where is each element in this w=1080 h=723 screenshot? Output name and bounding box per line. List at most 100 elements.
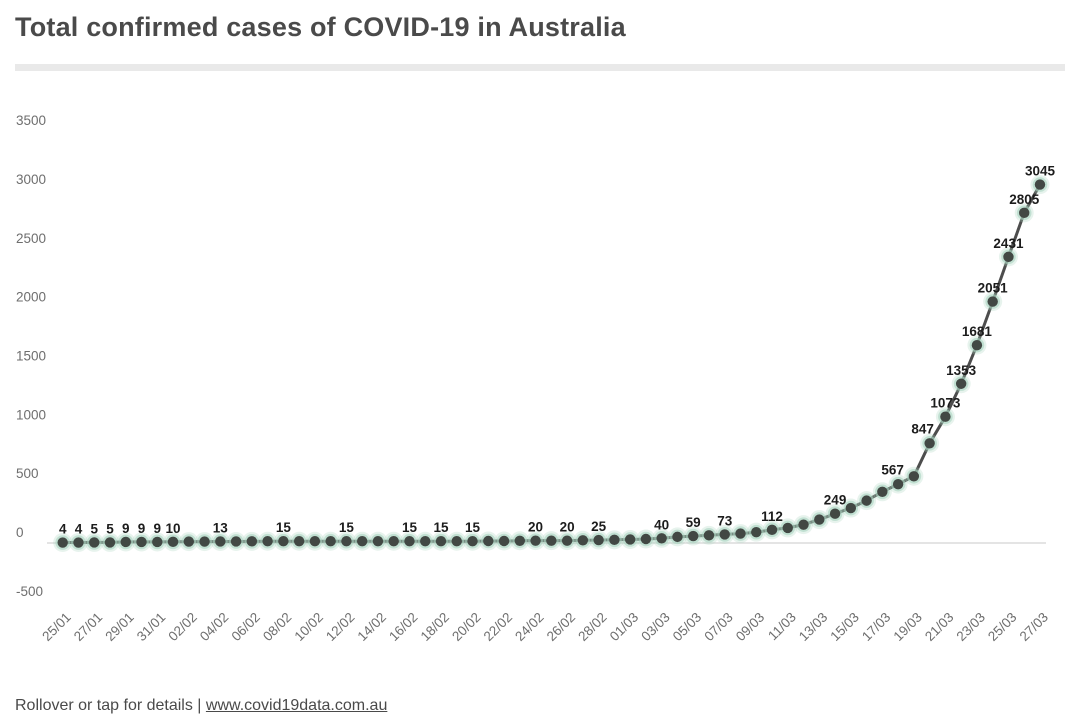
- data-point[interactable]: [1003, 251, 1014, 263]
- data-point[interactable]: [230, 536, 242, 547]
- data-point[interactable]: [782, 522, 793, 534]
- x-axis-label: 09/03: [733, 610, 768, 645]
- data-point[interactable]: [877, 486, 888, 498]
- data-point[interactable]: [262, 536, 273, 547]
- data-point-label: 567: [881, 462, 904, 477]
- x-axis-label: 10/02: [292, 610, 327, 645]
- data-point[interactable]: [246, 536, 258, 547]
- data-point[interactable]: [735, 528, 746, 539]
- data-point[interactable]: [861, 495, 872, 506]
- data-point[interactable]: [199, 536, 210, 547]
- data-point-label: 9: [138, 521, 146, 536]
- data-point[interactable]: [924, 438, 935, 449]
- data-point-label: 112: [761, 509, 783, 524]
- data-point[interactable]: [530, 535, 541, 546]
- data-point-label: 15: [402, 520, 418, 535]
- footer-hint: Rollover or tap for details: [15, 697, 193, 714]
- data-point[interactable]: [183, 536, 194, 547]
- x-axis-label: 15/03: [827, 610, 862, 645]
- data-point[interactable]: [908, 471, 920, 482]
- data-point-label: 1681: [962, 324, 993, 339]
- x-axis-label: 02/02: [165, 610, 200, 645]
- source-link[interactable]: www.covid19data.com.au: [205, 697, 388, 714]
- data-point[interactable]: [955, 378, 967, 389]
- data-point[interactable]: [971, 339, 983, 351]
- data-point[interactable]: [640, 533, 652, 545]
- data-point[interactable]: [498, 535, 510, 547]
- data-point[interactable]: [57, 537, 68, 548]
- y-axis-label: -500: [16, 584, 43, 599]
- data-point[interactable]: [73, 537, 84, 548]
- x-axis-label: 22/02: [481, 610, 516, 645]
- data-point[interactable]: [451, 536, 462, 547]
- data-point[interactable]: [104, 537, 116, 548]
- data-point[interactable]: [341, 536, 352, 547]
- data-point[interactable]: [356, 536, 368, 547]
- data-point[interactable]: [829, 508, 841, 519]
- data-point[interactable]: [593, 534, 604, 546]
- y-axis-label: 2000: [16, 290, 46, 305]
- data-point[interactable]: [293, 536, 305, 547]
- data-point[interactable]: [940, 411, 951, 422]
- data-point[interactable]: [152, 536, 163, 548]
- data-point[interactable]: [388, 536, 399, 547]
- data-point[interactable]: [703, 530, 715, 541]
- data-point[interactable]: [798, 519, 809, 530]
- data-point[interactable]: [420, 536, 431, 547]
- data-point-label: 4: [75, 522, 83, 537]
- data-point[interactable]: [1034, 179, 1046, 190]
- data-point[interactable]: [719, 529, 730, 540]
- data-point[interactable]: [136, 536, 147, 548]
- data-point[interactable]: [845, 502, 857, 514]
- data-point[interactable]: [609, 534, 620, 546]
- data-point-label: 3045: [1025, 164, 1056, 179]
- x-axis-label: 31/01: [134, 610, 169, 645]
- data-point-label: 59: [686, 515, 701, 530]
- x-axis-label: 08/02: [260, 610, 295, 645]
- data-point[interactable]: [514, 535, 526, 546]
- data-point[interactable]: [278, 536, 289, 547]
- data-point[interactable]: [404, 536, 415, 547]
- data-point[interactable]: [546, 535, 557, 546]
- data-point[interactable]: [892, 478, 904, 490]
- x-axis-label: 06/02: [228, 610, 263, 645]
- data-point[interactable]: [656, 533, 667, 544]
- data-point-label: 15: [339, 520, 355, 535]
- data-point[interactable]: [561, 535, 573, 546]
- x-axis-label: 16/02: [386, 610, 421, 645]
- data-point-label: 2805: [1009, 192, 1040, 207]
- chart-footer: Rollover or tap for details | www.covid1…: [15, 697, 387, 715]
- data-point[interactable]: [577, 535, 589, 546]
- data-point-label: 20: [528, 520, 543, 535]
- data-point[interactable]: [120, 536, 131, 548]
- data-point[interactable]: [672, 531, 683, 543]
- chart-svg: 3500300025002000150010005000-50025/0127/…: [16, 113, 1056, 645]
- x-axis-label: 03/03: [638, 610, 673, 645]
- data-point-label: 5: [90, 521, 98, 536]
- data-point[interactable]: [372, 536, 384, 547]
- data-point[interactable]: [751, 526, 762, 538]
- data-point[interactable]: [325, 536, 336, 547]
- x-axis-label: 20/02: [449, 610, 484, 645]
- data-point[interactable]: [483, 535, 494, 547]
- x-axis-label: 29/01: [102, 610, 137, 645]
- data-point[interactable]: [766, 524, 778, 536]
- data-point[interactable]: [309, 536, 321, 547]
- x-axis-label: 14/02: [355, 610, 390, 645]
- data-point[interactable]: [215, 536, 226, 547]
- data-point[interactable]: [1019, 207, 1030, 219]
- x-axis-label: 17/03: [859, 610, 894, 645]
- data-point[interactable]: [467, 536, 478, 547]
- data-point[interactable]: [435, 536, 447, 547]
- data-point[interactable]: [987, 296, 998, 307]
- data-point[interactable]: [688, 530, 699, 542]
- data-point-label: 73: [717, 513, 733, 528]
- x-axis-label: 19/03: [890, 610, 925, 645]
- x-axis-label: 24/02: [512, 610, 547, 645]
- data-point[interactable]: [624, 534, 636, 545]
- title-divider: [15, 64, 1065, 71]
- data-point[interactable]: [814, 514, 825, 525]
- data-point[interactable]: [89, 537, 100, 548]
- data-point[interactable]: [167, 536, 179, 548]
